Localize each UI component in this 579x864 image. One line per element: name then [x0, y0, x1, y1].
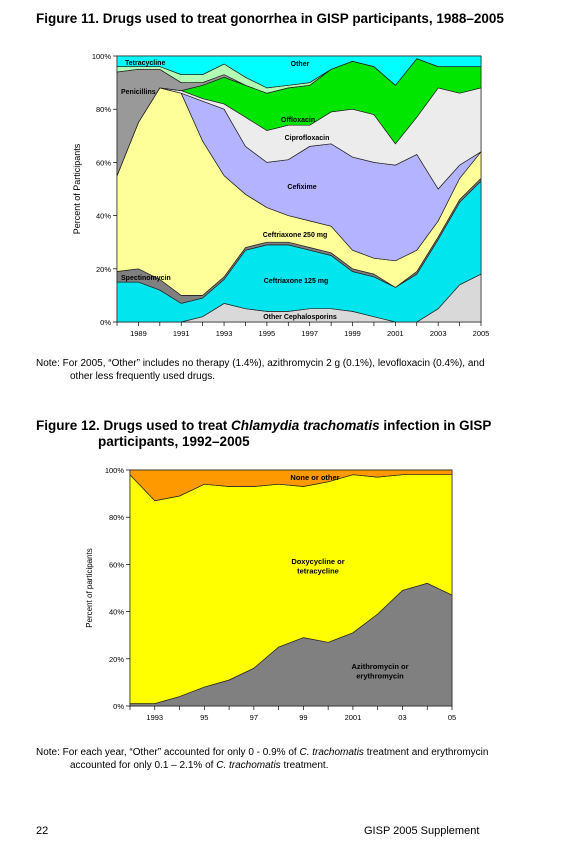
y-tick-label: 100% — [92, 52, 112, 61]
y-tick-label: 60% — [96, 158, 111, 167]
x-tick-label: 2001 — [387, 329, 404, 338]
x-tick-label: 2003 — [430, 329, 447, 338]
figure11-note: Note: For 2005, “Other” includes no ther… — [36, 357, 546, 383]
x-tick-label: 1999 — [344, 329, 361, 338]
figure12-note: Note: For each year, “Other” accounted f… — [36, 746, 546, 772]
annotation-offloxacin: Offloxacin — [281, 117, 315, 124]
figure12-title-italic: Chlamydia trachomatis — [231, 418, 380, 433]
figure12-areas — [129, 469, 453, 707]
x-tick-label: 1993 — [216, 329, 233, 338]
figure11-chart: 0% 20% 40% 60% 80% 100% 1989 1991 1993 1995 1997 19… — [72, 52, 489, 338]
page-number: 22 — [36, 825, 49, 837]
figure11-note-line1: Note: For 2005, “Other” includes no ther… — [36, 358, 485, 369]
y-tick-label: 40% — [109, 608, 124, 617]
publication-name: GISP 2005 Supplement — [364, 825, 480, 837]
figure11-areas — [116, 55, 482, 323]
y-tick-label: 100% — [105, 466, 125, 475]
figure11-area-labels: Tetracycline Other Penicillins Offloxacin Ci… — [121, 60, 337, 321]
y-tick-label: 40% — [96, 212, 111, 221]
x-tick-label: 99 — [299, 713, 307, 722]
y-axis-title: Percent of participants — [85, 548, 94, 628]
figure12-axes: 0% 20% 40% 60% 80% 100% 1993 95 97 99 2001 03 05 Perc… — [85, 466, 456, 722]
x-tick-label: 97 — [250, 713, 258, 722]
y-tick-label: 0% — [100, 318, 111, 327]
annotation-ceftriaxone-250-mg: Ceftriaxone 250 mg — [263, 232, 328, 239]
x-tick-label: 03 — [398, 713, 406, 722]
y-tick-label: 80% — [109, 513, 124, 522]
y-tick-label: 20% — [96, 265, 111, 274]
annotation-doxycycline-or-tetracycline: Doxycycline or tetracycline — [291, 557, 344, 576]
figure11-title: Figure 11. Drugs used to treat gonorrhea… — [36, 11, 504, 26]
y-axis-title: Percent of Participants — [72, 143, 82, 234]
annotation-cefixime: Cefixime — [287, 184, 316, 191]
annotation-other: Other — [291, 61, 310, 68]
x-tick-label: 95 — [200, 713, 208, 722]
figure12-title: Figure 12. Drugs used to treat Chlamydia… — [36, 418, 491, 450]
annotation-none-or-other: None or other — [290, 473, 339, 482]
y-tick-label: 0% — [113, 702, 124, 711]
x-tick-label: 1989 — [130, 329, 147, 338]
x-tick-label: 2001 — [345, 713, 362, 722]
annotation-azithromycin-or-erythromycin: Azithromycin or erythromycin — [351, 662, 408, 681]
figure12-area-labels: None or other Doxycycline or tetracycline A… — [290, 473, 408, 681]
figure12-chart: 0% 20% 40% 60% 80% 100% 1993 95 97 99 2001 03 05 Perc… — [85, 466, 456, 722]
area-other — [116, 55, 482, 89]
area-none-or-other — [129, 469, 453, 502]
x-tick-label: 2005 — [473, 329, 490, 338]
figure11-axes: 0% 20% 40% 60% 80% 100% 1989 1991 1993 1995 1997 19… — [72, 52, 489, 338]
x-tick-label: 1991 — [173, 329, 190, 338]
annotation-penicillins: Penicillins — [121, 89, 156, 96]
annotation-other-cephalosporins: Other Cephalosporins — [263, 314, 337, 321]
x-tick-label: 05 — [448, 713, 456, 722]
figure12-note-line2: accounted for only 0.1 – 2.1% of C. trac… — [70, 760, 329, 771]
y-tick-label: 60% — [109, 560, 124, 569]
annotation-tetracycline: Tetracycline — [125, 60, 165, 67]
x-tick-label: 1995 — [259, 329, 276, 338]
annotation-spectinomycin: Spectinomycin — [121, 275, 171, 282]
figure12-note-line1: Note: For each year, “Other” accounted f… — [36, 747, 489, 758]
figure11-note-line2: other less frequently used drugs. — [70, 371, 216, 382]
x-tick-label: 1993 — [146, 713, 163, 722]
annotation-ciprofloxacin: Ciprofloxacin — [285, 135, 330, 142]
annotation-ceftriaxone-125-mg: Ceftriaxone 125 mg — [264, 278, 329, 285]
figure12-title-pre: Figure 12. Drugs used to treat — [36, 418, 232, 433]
figure12-title-line2: participants, 1992–2005 — [98, 434, 250, 449]
y-tick-label: 20% — [109, 655, 124, 664]
x-tick-label: 1997 — [301, 329, 318, 338]
figure12-title-post: infection in GISP — [379, 418, 492, 433]
y-tick-label: 80% — [96, 105, 111, 114]
